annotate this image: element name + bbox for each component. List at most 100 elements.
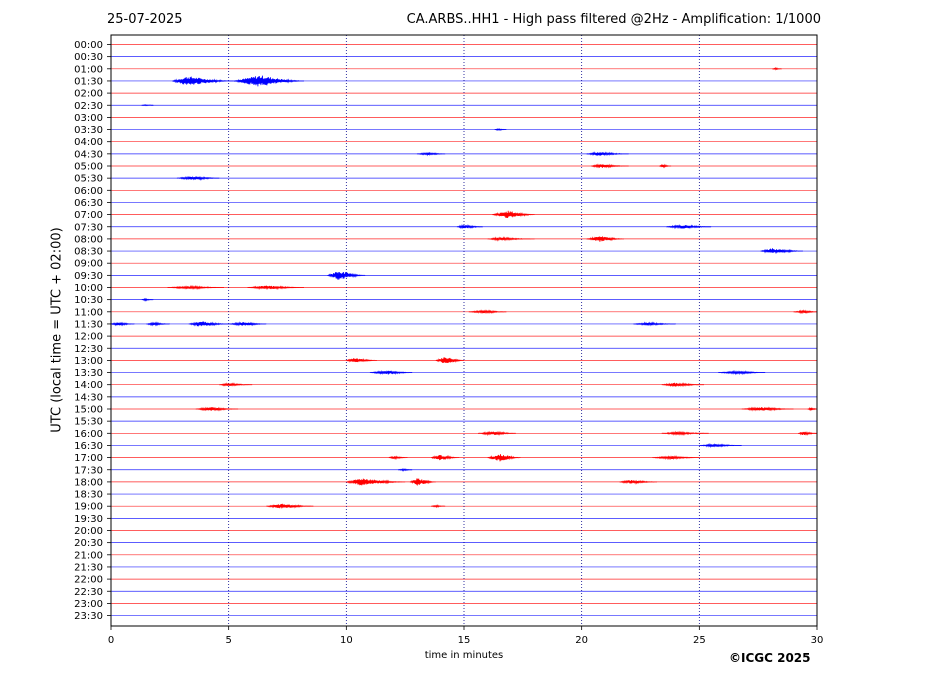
y-tick-label: 16:30 (74, 441, 103, 452)
seismic-event (409, 478, 436, 486)
seismic-event (195, 406, 239, 412)
seismic-event (431, 454, 460, 461)
x-tick-label: 25 (693, 635, 706, 646)
y-tick-label: 17:30 (74, 465, 103, 476)
seismic-event (219, 382, 253, 387)
seismic-event (146, 321, 170, 327)
y-tick-label: 14:00 (74, 380, 103, 391)
seismic-event (456, 224, 483, 230)
seismic-event (699, 442, 742, 449)
seismic-event (468, 309, 507, 314)
seismic-event (176, 175, 220, 181)
y-tick-label: 01:30 (74, 76, 103, 87)
seismic-event (772, 66, 782, 71)
seismic-event (478, 430, 516, 437)
y-tick-label: 05:30 (74, 174, 103, 185)
seismic-event (798, 431, 817, 436)
seismic-event (266, 503, 314, 509)
plot-frame (110, 34, 818, 627)
date-label: 25-07-2025 (107, 12, 183, 27)
y-tick-label: 13:00 (74, 356, 103, 367)
seismic-event (188, 321, 229, 327)
y-tick-label: 15:00 (74, 405, 103, 416)
y-tick-label: 01:00 (74, 64, 103, 75)
y-tick-label: 22:00 (74, 575, 103, 586)
y-tick-label: 16:00 (74, 429, 103, 440)
y-tick-label: 07:30 (74, 222, 103, 233)
seismic-event (652, 455, 700, 461)
y-tick-label: 12:00 (74, 332, 103, 343)
y-tick-label: 06:30 (74, 198, 103, 209)
y-tick-label: 20:30 (74, 538, 103, 549)
seismic-event (388, 455, 408, 461)
y-tick-label: 05:00 (74, 162, 103, 173)
y-tick-label: 12:30 (74, 344, 103, 355)
y-tick-label: 04:00 (74, 137, 103, 148)
seismic-event (346, 358, 377, 363)
seismic-event (586, 236, 624, 242)
y-tick-label: 18:00 (74, 477, 103, 488)
seismic-event (807, 406, 817, 412)
seismic-event (492, 210, 535, 219)
y-tick-label: 00:30 (74, 52, 103, 63)
y-tick-label: 03:00 (74, 113, 103, 124)
y-tick-label: 13:30 (74, 368, 103, 379)
seismic-event (793, 309, 817, 315)
y-tick-label: 02:00 (74, 89, 103, 100)
y-tick-label: 15:30 (74, 417, 103, 428)
y-tick-label: 21:30 (74, 562, 103, 573)
x-tick-label: 20 (575, 635, 588, 646)
seismic-event (416, 151, 446, 157)
y-tick-label: 07:00 (74, 210, 103, 221)
y-tick-label: 02:30 (74, 101, 103, 112)
y-tick-label: 09:30 (74, 271, 103, 282)
seismic-event (327, 271, 366, 280)
y-tick-label: 10:00 (74, 283, 103, 294)
seismic-event (141, 297, 154, 302)
y-tick-label: 23:00 (74, 599, 103, 610)
x-tick-label: 30 (811, 635, 824, 646)
seismic-event (586, 151, 629, 157)
seismic-event (760, 248, 803, 254)
y-tick-label: 17:00 (74, 453, 103, 464)
y-tick-label: 14:30 (74, 392, 103, 403)
y-tick-label: 09:00 (74, 259, 103, 270)
y-tick-label: 04:30 (74, 149, 103, 160)
y-tick-label: 18:30 (74, 490, 103, 501)
x-axis-label: time in minutes (424, 650, 504, 661)
seismic-event (661, 382, 704, 388)
seismic-event (233, 75, 305, 87)
seismic-event (619, 479, 657, 485)
y-tick-label: 20:00 (74, 526, 103, 537)
y-tick-label: 19:00 (74, 502, 103, 513)
seismic-event (398, 467, 413, 472)
x-tick-label: 10 (340, 635, 353, 646)
seismic-event (487, 236, 535, 242)
seismic-event (741, 406, 794, 412)
seismic-event (718, 370, 766, 376)
y-tick-label: 10:30 (74, 295, 103, 306)
y-tick-label: 03:30 (74, 125, 103, 136)
y-tick-label: 08:00 (74, 234, 103, 245)
y-tick-label: 06:00 (74, 186, 103, 197)
x-tick-label: 15 (458, 635, 471, 646)
seismic-event (172, 76, 234, 85)
seismic-event (633, 321, 676, 327)
y-tick-label: 23:30 (74, 611, 103, 622)
y-tick-label: 19:30 (74, 514, 103, 525)
y-tick-label: 00:00 (74, 40, 103, 51)
y-tick-label: 11:00 (74, 307, 103, 318)
seismic-event (228, 321, 267, 327)
seismic-event (659, 163, 672, 169)
x-tick-label: 5 (225, 635, 231, 646)
seismic-event (591, 163, 629, 169)
seismic-event (435, 357, 464, 364)
seismic-event (487, 454, 521, 462)
y-tick-label: 21:00 (74, 550, 103, 561)
seismic-event (494, 128, 507, 132)
seismic-event (666, 224, 712, 230)
seismic-event (431, 504, 446, 509)
seismic-event (167, 284, 224, 290)
seismic-event (110, 321, 135, 327)
